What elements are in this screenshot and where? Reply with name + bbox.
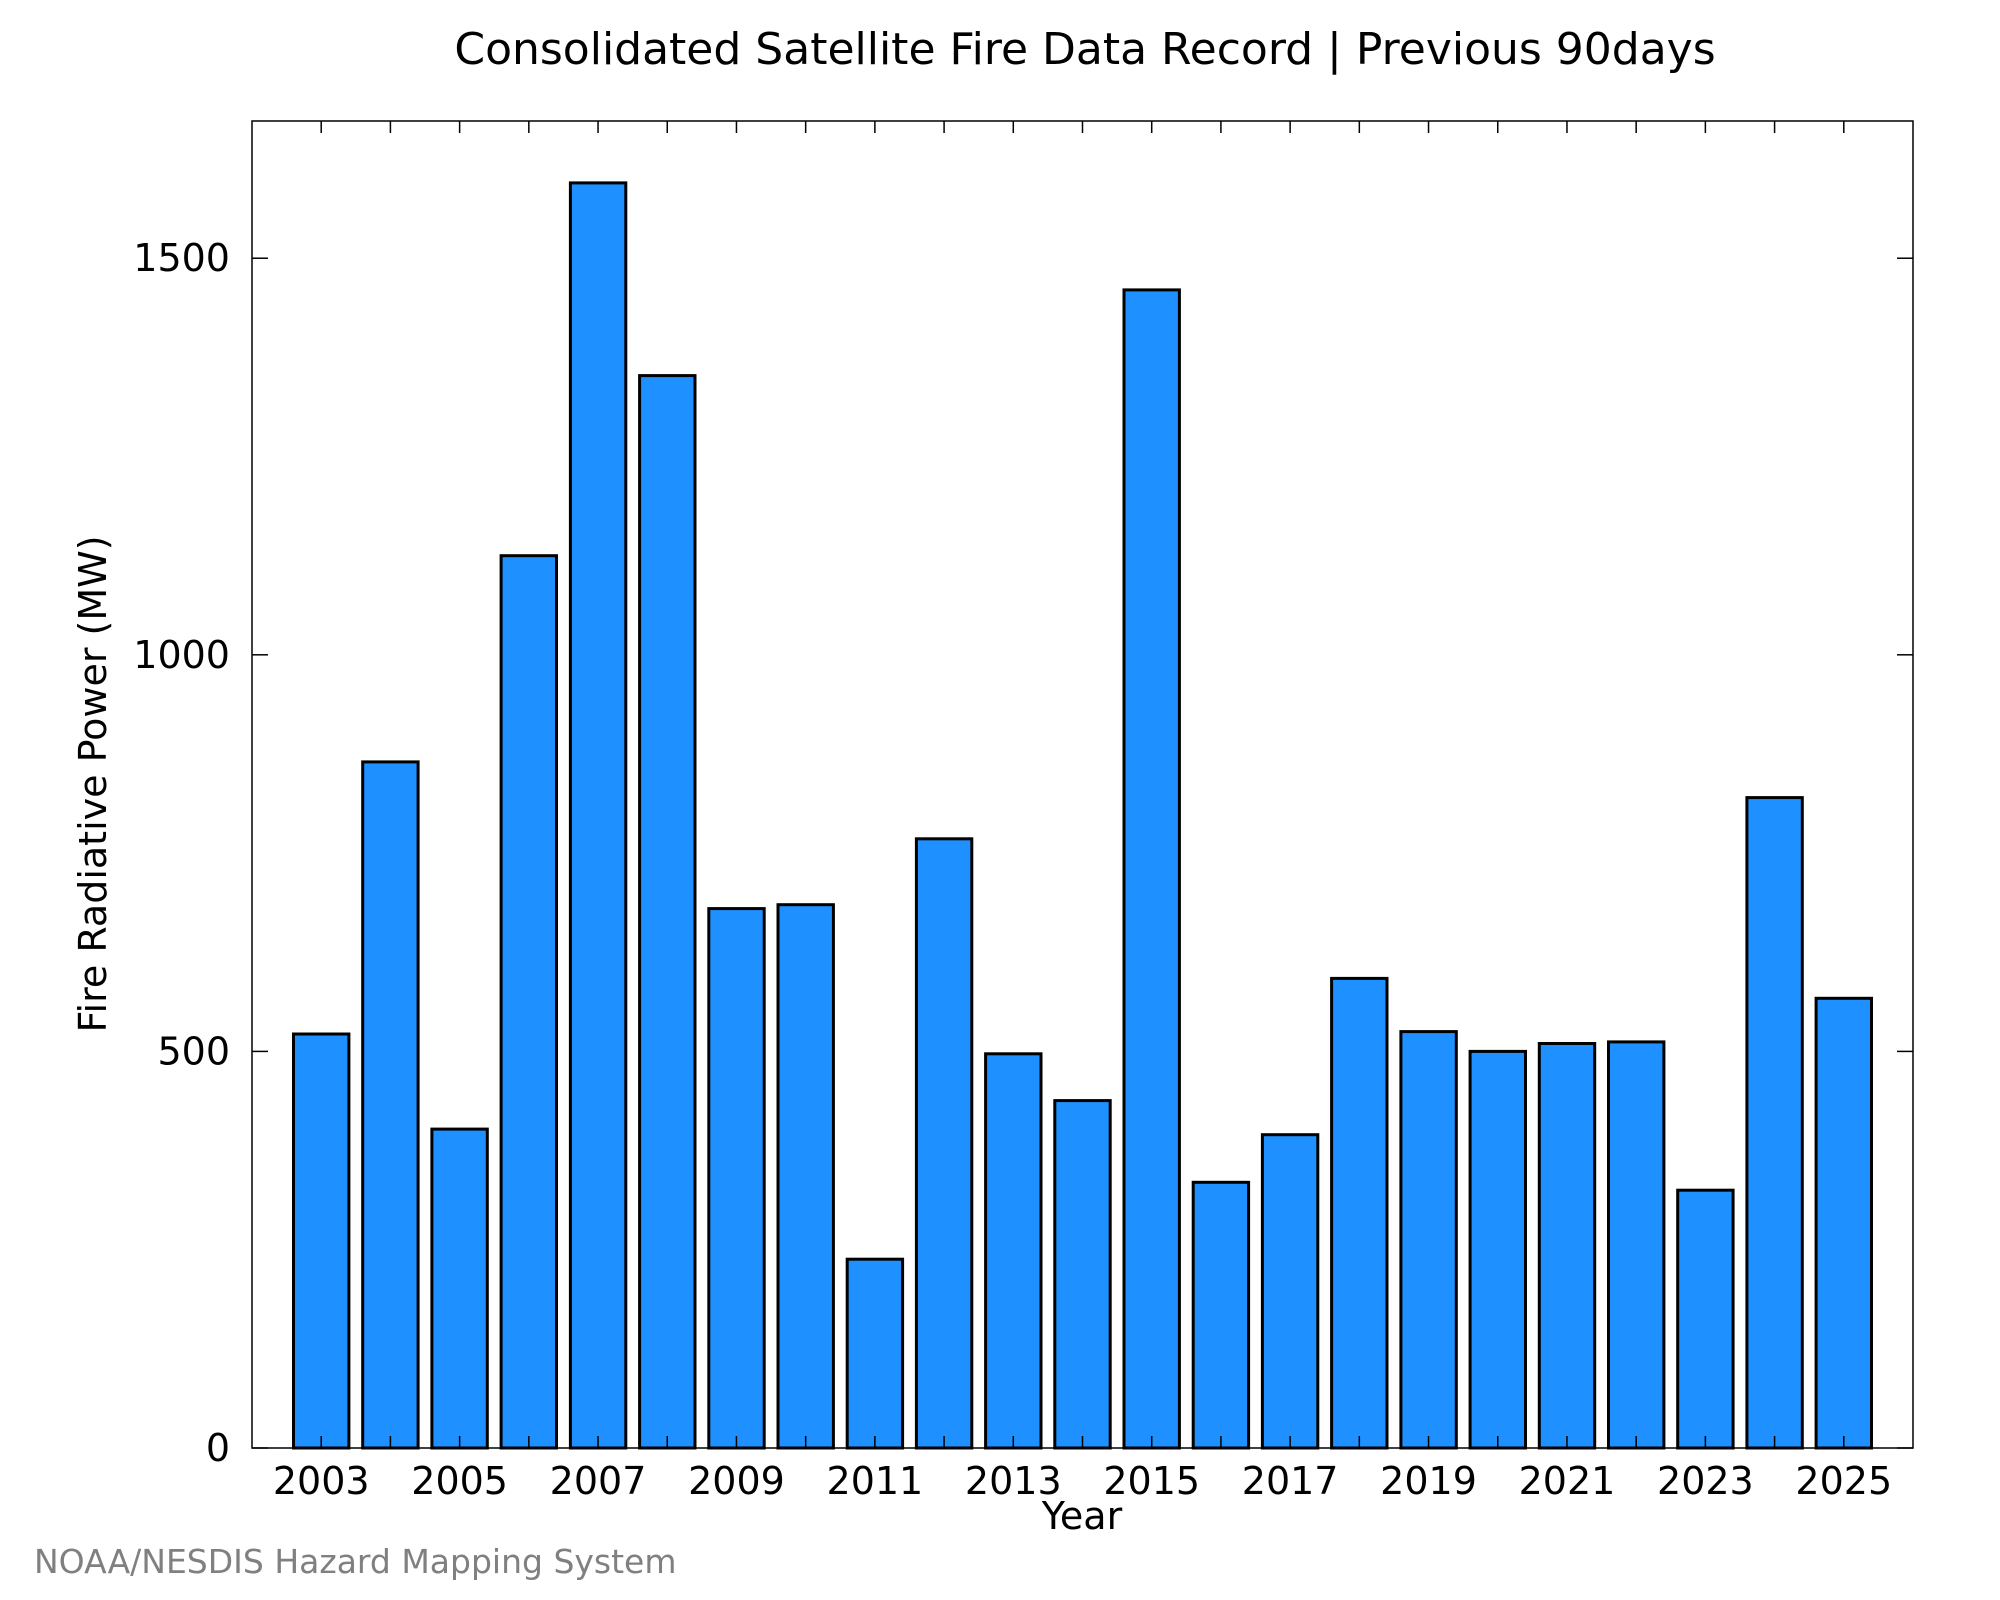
y-axis-label: Fire Radiative Power (MW)	[71, 535, 115, 1032]
bar-2007	[568, 181, 628, 1450]
x-tick-label-2015: 2015	[1103, 1459, 1200, 1503]
chart-title: Consolidated Satellite Fire Data Record …	[454, 24, 1715, 75]
x-axis: 2003 2005 2007 2009 2011 2013 2015 2017 2019 2021…	[273, 121, 1892, 1503]
bar-2010	[776, 903, 835, 1450]
x-tick-label-2025: 2025	[1795, 1459, 1892, 1503]
bar-2023	[1676, 1188, 1735, 1450]
y-axis: 0 500 1000 1500	[133, 236, 1913, 1470]
x-tick-label-2005: 2005	[411, 1459, 508, 1503]
x-tick-label-2007: 2007	[550, 1459, 647, 1503]
x-axis-label: Year	[1041, 1494, 1123, 1538]
bar-2016	[1191, 1180, 1251, 1450]
bar-2015	[1122, 288, 1181, 1450]
x-tick-label-2013: 2013	[965, 1459, 1062, 1503]
y-tick-label-0: 0	[206, 1426, 230, 1470]
x-tick-label-2011: 2011	[827, 1459, 924, 1503]
x-tick-label-2009: 2009	[688, 1459, 785, 1503]
bar-2024	[1745, 796, 1804, 1450]
credit-text: NOAA/NESDIS Hazard Mapping System	[34, 1542, 677, 1581]
bar-2012	[914, 837, 974, 1450]
bar-2013	[984, 1052, 1043, 1450]
y-tick-label-500: 500	[157, 1029, 230, 1073]
bar-2022	[1607, 1040, 1666, 1450]
bar-2011	[845, 1257, 905, 1450]
bar-2020	[1468, 1049, 1527, 1450]
bar-2018	[1330, 976, 1389, 1450]
y-tick-label-1500: 1500	[133, 236, 230, 280]
y-tick-label-1000: 1000	[133, 633, 230, 677]
bar-2005	[430, 1127, 489, 1450]
bar-2025	[1814, 996, 1873, 1450]
bar-2021	[1537, 1042, 1597, 1450]
x-tick-label-2021: 2021	[1519, 1459, 1616, 1503]
x-tick-label-2003: 2003	[273, 1459, 370, 1503]
bar-2014	[1053, 1099, 1112, 1450]
x-tick-label-2017: 2017	[1242, 1459, 1339, 1503]
bar-2006	[499, 554, 559, 1450]
bar-2008	[638, 374, 697, 1450]
bar-2003	[292, 1032, 351, 1450]
bar-2019	[1399, 1030, 1458, 1450]
bars	[292, 181, 1873, 1450]
bar-2004	[361, 760, 420, 1450]
bar-2009	[707, 907, 766, 1450]
x-tick-label-2019: 2019	[1380, 1459, 1477, 1503]
x-tick-label-2023: 2023	[1657, 1459, 1754, 1503]
bar-2017	[1260, 1133, 1320, 1450]
